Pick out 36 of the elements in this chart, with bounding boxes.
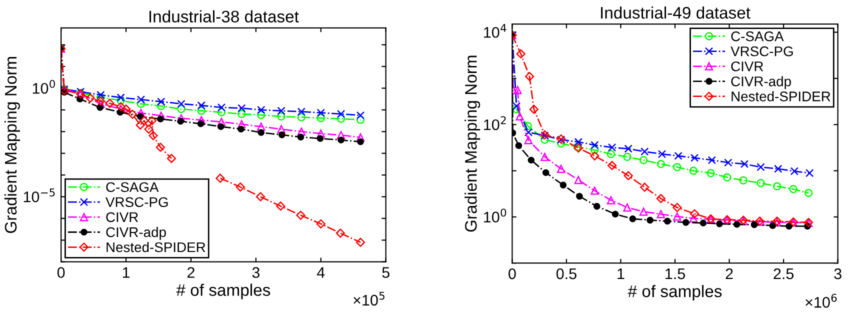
- legend-label: CIVR: [731, 61, 764, 72]
- y-tick-label: 10$^{2}$: [484, 116, 506, 130]
- legend-label: C-SAGA: [731, 31, 784, 42]
- legend-label: VRSC-PG: [106, 197, 168, 208]
- y-tick-label: 10$^{0}$: [484, 208, 506, 222]
- x-tick-label: 0: [508, 268, 516, 280]
- legend-label: Nested-SPIDER: [106, 242, 206, 252]
- legend-label: Nested-SPIDER: [732, 91, 830, 102]
- legend-label: CIVR-adp: [106, 226, 166, 240]
- x-tick-label: 3: [252, 267, 260, 278]
- chart-title: Industrial-38 dataset: [149, 10, 299, 23]
- y-tick-label: 10$^{0}$: [32, 80, 55, 94]
- y-axis-title: Gradient Mapping Norm: [4, 57, 20, 233]
- x-tick-label: 1: [122, 267, 130, 278]
- x-tick-label: 4: [316, 267, 325, 278]
- y-tick-label: 10$^{−5}$: [24, 188, 55, 202]
- x-tick-label: 0.5: [556, 268, 576, 280]
- legend-label: CIVR: [106, 212, 138, 222]
- x-tick-label: 2: [726, 268, 733, 280]
- legend-label: C-SAGA: [106, 182, 159, 192]
- x-tick-label: 0: [57, 267, 65, 278]
- y-tick-label: 10$^{4}$: [484, 24, 506, 38]
- x-tick-label: 1.5: [666, 268, 685, 280]
- x-tick-label: 5: [382, 267, 390, 278]
- x-tick-label: 2.5: [774, 268, 794, 280]
- text: ×10$^{5}$: [354, 292, 384, 306]
- x-tick-label: 3: [834, 268, 842, 280]
- x-axis-title: # of samples: [176, 284, 270, 300]
- chart-title: Industrial-49 dataset: [601, 6, 750, 19]
- x-tick-label: 1: [618, 268, 624, 280]
- x-tick-label: 2: [187, 267, 194, 278]
- legend-label: VRSC-PG: [730, 46, 793, 56]
- legend-label: CIVR-adp: [731, 76, 791, 90]
- x-axis-title: # of samples: [628, 284, 722, 301]
- y-axis-title: Gradient Mapping Norm: [464, 56, 480, 232]
- text: ×10$^{6}$: [806, 294, 837, 308]
